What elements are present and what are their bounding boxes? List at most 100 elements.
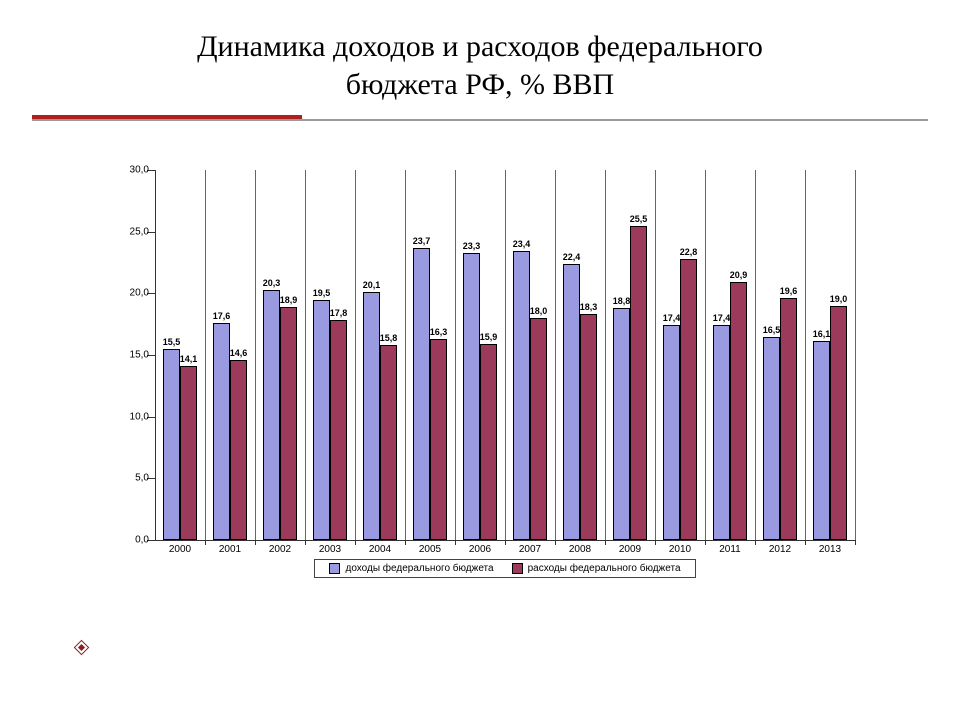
bar-value-label: 15,8 [380, 333, 398, 343]
bar-value-label: 15,9 [480, 332, 498, 342]
bar-income [213, 323, 230, 540]
category-group: 200918,825,5 [605, 170, 656, 540]
x-tick-label: 2009 [605, 540, 655, 555]
bar-expense [580, 314, 597, 540]
bar-value-label: 18,9 [280, 295, 298, 305]
x-tick-label: 2013 [805, 540, 855, 555]
title-line-1: Динамика доходов и расходов федерального [197, 30, 763, 63]
bar-value-label: 20,1 [363, 280, 381, 290]
category-group: 200117,614,6 [205, 170, 256, 540]
x-tick-label: 2005 [405, 540, 455, 555]
x-tick-label: 2001 [205, 540, 255, 555]
category-group: 200723,418,0 [505, 170, 556, 540]
y-tick-label: 30,0 [130, 165, 149, 176]
legend-swatch-income [329, 563, 340, 574]
bar-expense [630, 226, 647, 541]
bar-value-label: 19,5 [313, 288, 331, 298]
bar-value-label: 14,1 [180, 354, 198, 364]
category-group: 201117,420,9 [705, 170, 756, 540]
bar-expense [480, 344, 497, 540]
bar-expense [230, 360, 247, 540]
legend: доходы федерального бюджета расходы феде… [314, 559, 695, 578]
category-group: 200420,115,8 [355, 170, 406, 540]
category-group: 201017,422,8 [655, 170, 706, 540]
bar-expense [280, 307, 297, 540]
bar-value-label: 23,7 [413, 236, 431, 246]
budget-chart: 0,05,010,015,020,025,030,0200015,514,120… [155, 170, 855, 578]
bar-value-label: 18,3 [580, 302, 598, 312]
bar-value-label: 22,4 [563, 252, 581, 262]
bar-expense [680, 259, 697, 540]
bar-value-label: 15,5 [163, 337, 181, 347]
y-tick-label: 15,0 [130, 350, 149, 361]
y-tick-label: 25,0 [130, 226, 149, 237]
y-tick-label: 10,0 [130, 411, 149, 422]
title-line-2: бюджета РФ, % ВВП [346, 68, 614, 101]
bar-value-label: 17,8 [330, 308, 348, 318]
bar-value-label: 25,5 [630, 214, 648, 224]
bar-expense [330, 320, 347, 540]
x-tick-label: 2006 [455, 540, 505, 555]
category-group: 200319,517,8 [305, 170, 356, 540]
bar-value-label: 18,8 [613, 296, 631, 306]
x-tick-label: 2003 [305, 540, 355, 555]
y-tick-label: 20,0 [130, 288, 149, 299]
bar-expense [430, 339, 447, 540]
category-group: 200220,318,9 [255, 170, 306, 540]
legend-item-expense: расходы федерального бюджета [512, 563, 681, 574]
bar-income [263, 290, 280, 540]
x-tick-label: 2012 [755, 540, 805, 555]
category-group: 201216,519,6 [755, 170, 806, 540]
bullet-icon [74, 640, 90, 656]
legend-label-income: доходы федерального бюджета [345, 563, 493, 574]
bar-value-label: 22,8 [680, 247, 698, 257]
bar-income [663, 325, 680, 540]
x-tick-label: 2007 [505, 540, 555, 555]
bar-income [313, 300, 330, 541]
x-tick-label: 2004 [355, 540, 405, 555]
bar-value-label: 17,4 [713, 313, 731, 323]
bar-value-label: 16,3 [430, 327, 448, 337]
x-tick-label: 2000 [155, 540, 205, 555]
bar-value-label: 23,4 [513, 239, 531, 249]
bar-income [763, 337, 780, 541]
bar-income [363, 292, 380, 540]
bar-value-label: 20,9 [730, 270, 748, 280]
legend-swatch-expense [512, 563, 523, 574]
bar-income [813, 341, 830, 540]
x-tick-label: 2010 [655, 540, 705, 555]
y-tick-label: 0,0 [135, 535, 149, 546]
bar-value-label: 17,6 [213, 311, 231, 321]
category-group: 200822,418,3 [555, 170, 606, 540]
bar-expense [180, 366, 197, 540]
rule-line [32, 119, 928, 121]
bar-expense [780, 298, 797, 540]
category-group: 201316,119,0 [805, 170, 856, 540]
bar-income [713, 325, 730, 540]
slide: Динамика доходов и расходов федерального… [0, 0, 960, 720]
x-tick-label: 2008 [555, 540, 605, 555]
bar-income [613, 308, 630, 540]
bar-value-label: 16,1 [813, 329, 831, 339]
plot-area: 0,05,010,015,020,025,030,0200015,514,120… [155, 170, 855, 541]
category-group: 200523,716,3 [405, 170, 456, 540]
bar-income [563, 264, 580, 540]
title-rule [32, 115, 928, 121]
bar-income [463, 253, 480, 540]
bar-expense [830, 306, 847, 540]
bar-value-label: 14,6 [230, 348, 248, 358]
bar-value-label: 19,6 [780, 286, 798, 296]
bar-income [413, 248, 430, 540]
bar-income [163, 349, 180, 540]
bar-expense [730, 282, 747, 540]
legend-label-expense: расходы федерального бюджета [528, 563, 681, 574]
bar-value-label: 16,5 [763, 325, 781, 335]
bar-value-label: 17,4 [663, 313, 681, 323]
bar-expense [530, 318, 547, 540]
y-tick-label: 5,0 [135, 473, 149, 484]
bar-value-label: 18,0 [530, 306, 548, 316]
bar-expense [380, 345, 397, 540]
category-group: 200623,315,9 [455, 170, 506, 540]
bar-income [513, 251, 530, 540]
x-tick-label: 2011 [705, 540, 755, 555]
